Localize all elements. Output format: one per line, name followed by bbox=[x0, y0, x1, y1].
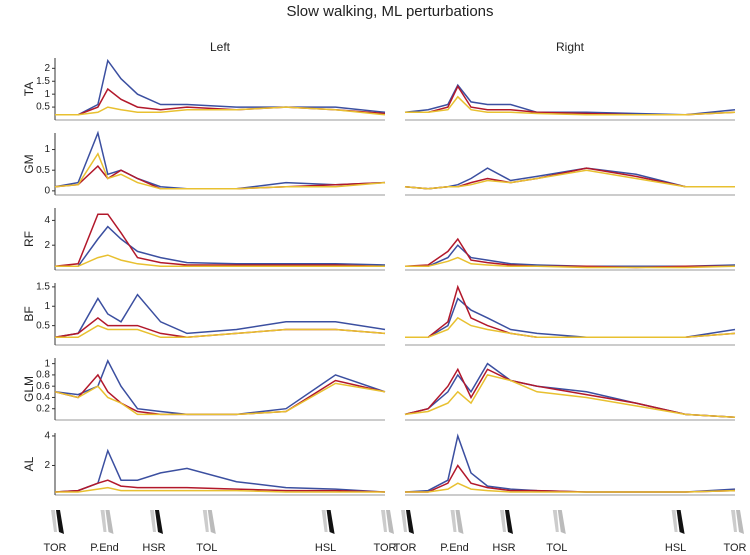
y-tick-label: 0.4 bbox=[36, 392, 50, 403]
y-tick-label: 0 bbox=[44, 186, 50, 197]
series-line bbox=[405, 297, 736, 339]
event-label: TOL bbox=[196, 542, 217, 554]
y-tick-label: 1.5 bbox=[36, 76, 50, 87]
series-line bbox=[55, 87, 386, 116]
series-line bbox=[55, 486, 385, 493]
y-tick-label: 4 bbox=[44, 431, 50, 442]
leg-icon bbox=[321, 510, 328, 532]
column-title: Left bbox=[210, 40, 231, 54]
y-tick-label: 2 bbox=[44, 63, 50, 74]
event-label: HSL bbox=[665, 542, 686, 554]
y-tick-label: 0.8 bbox=[36, 370, 50, 381]
leg-icon bbox=[202, 510, 209, 532]
leg-icon bbox=[56, 510, 64, 534]
series-line bbox=[404, 374, 736, 418]
leg-icon bbox=[552, 510, 559, 532]
series-line bbox=[54, 382, 386, 416]
event-label: TOR bbox=[393, 542, 416, 554]
leg-icon bbox=[676, 510, 685, 534]
event-label: TOR bbox=[43, 542, 66, 554]
series-line bbox=[55, 58, 386, 116]
leg-icon bbox=[386, 510, 394, 534]
series-line bbox=[55, 324, 386, 339]
series-line bbox=[54, 479, 386, 493]
event-label: HSR bbox=[142, 542, 165, 554]
series-line bbox=[405, 464, 736, 493]
series-line bbox=[405, 95, 736, 116]
event-label: TOL bbox=[546, 542, 567, 554]
event-label: P.End bbox=[440, 542, 469, 554]
series-line bbox=[55, 254, 385, 268]
leg-icon bbox=[51, 510, 57, 532]
column-title: Right bbox=[556, 40, 585, 54]
leg-icon bbox=[207, 510, 216, 534]
leg-icon bbox=[381, 510, 387, 532]
series-line bbox=[55, 106, 386, 116]
y-tick-label: 4 bbox=[44, 215, 50, 226]
leg-icon bbox=[105, 510, 114, 534]
row-label: BF bbox=[22, 306, 36, 321]
leg-icon bbox=[505, 510, 513, 534]
leg-icon bbox=[671, 510, 678, 532]
leg-icon bbox=[326, 510, 335, 534]
row-label: TA bbox=[22, 82, 36, 96]
series-line bbox=[55, 225, 386, 268]
leg-icon bbox=[155, 510, 163, 534]
series-line bbox=[54, 293, 386, 339]
leg-icon bbox=[100, 510, 107, 532]
series-line bbox=[404, 83, 736, 116]
series-line bbox=[405, 316, 736, 339]
row-label: GM bbox=[22, 154, 36, 173]
y-tick-label: 0.5 bbox=[36, 320, 50, 331]
series-line bbox=[54, 152, 386, 190]
series-line bbox=[54, 130, 386, 190]
leg-icon bbox=[557, 510, 566, 534]
row-label: AL bbox=[22, 456, 36, 471]
y-tick-label: 1.5 bbox=[36, 282, 50, 293]
series-line bbox=[404, 169, 735, 190]
series-line bbox=[405, 482, 736, 493]
series-line bbox=[405, 284, 736, 339]
y-tick-label: 0.6 bbox=[36, 381, 50, 392]
leg-icon bbox=[500, 510, 506, 532]
y-tick-label: 0.5 bbox=[36, 102, 50, 113]
series-line bbox=[404, 362, 736, 418]
leg-icon bbox=[401, 510, 407, 532]
leg-icon bbox=[731, 510, 737, 532]
event-label: HSR bbox=[492, 542, 515, 554]
leg-icon bbox=[150, 510, 156, 532]
series-line bbox=[405, 244, 736, 268]
y-tick-label: 2 bbox=[44, 240, 50, 251]
leg-icon bbox=[406, 510, 414, 534]
series-line bbox=[404, 237, 735, 269]
y-tick-label: 0.2 bbox=[36, 403, 50, 414]
y-tick-label: 2 bbox=[44, 460, 50, 471]
series-line bbox=[54, 213, 386, 268]
leg-icon bbox=[455, 510, 464, 534]
series-line bbox=[54, 448, 386, 493]
leg-icon bbox=[736, 510, 744, 534]
y-tick-label: 0.5 bbox=[36, 165, 50, 176]
event-label: P.End bbox=[90, 542, 119, 554]
y-tick-label: 1 bbox=[44, 89, 50, 100]
row-label: RF bbox=[22, 231, 36, 247]
series-line bbox=[404, 367, 736, 418]
series-line bbox=[405, 256, 736, 269]
series-line bbox=[404, 433, 736, 493]
event-label: HSL bbox=[315, 542, 336, 554]
row-label: GLM bbox=[22, 376, 36, 402]
leg-icon bbox=[450, 510, 457, 532]
y-tick-label: 1 bbox=[44, 358, 50, 369]
event-label: TOR bbox=[373, 542, 396, 554]
y-tick-label: 1 bbox=[44, 144, 50, 155]
figure-title: Slow walking, ML perturbations bbox=[286, 3, 493, 20]
event-label: TOR bbox=[723, 542, 746, 554]
y-tick-label: 1 bbox=[44, 301, 50, 312]
